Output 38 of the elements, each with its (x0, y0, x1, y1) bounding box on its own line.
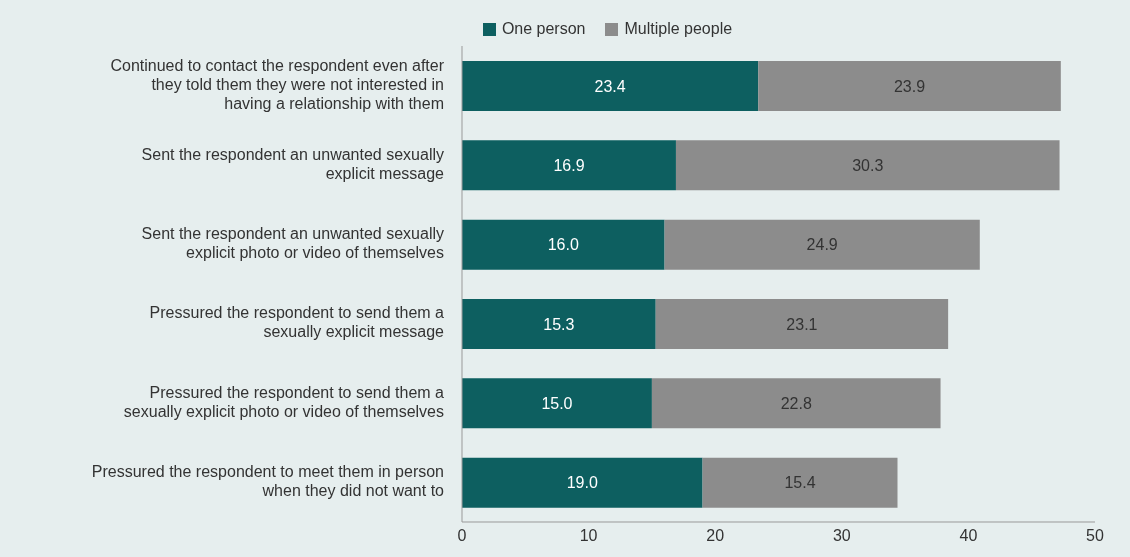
bar (462, 457, 703, 508)
x-tick-label: 30 (832, 527, 851, 545)
data-label: 30.3 (852, 157, 884, 175)
y-tick-label: Pressured the respondent to send them a sexually explicit photo or video of themselves (123, 383, 445, 420)
bar (664, 219, 980, 270)
data-label: 19.0 (566, 474, 598, 492)
y-tick-label: Sent the respondent an unwanted sexually explicit photo or video of themselves (141, 225, 444, 262)
bar (655, 299, 949, 349)
data-label: 15.4 (784, 474, 816, 492)
data-label: 22.8 (780, 395, 812, 413)
bar (675, 140, 1060, 191)
bar (462, 140, 676, 191)
y-tick-label: Sent the respondent an unwanted sexually explicit message (141, 145, 445, 182)
data-label: 23.9 (893, 77, 926, 95)
y-tick-label: Pressured the respondent to send them a sexually explicit message (149, 304, 445, 341)
data-label: 15.3 (543, 315, 575, 333)
y-tick-label: Continued to contact the respondent even after they told them they were not interested in having a relationship with them (110, 56, 445, 112)
bar (651, 378, 941, 429)
bar (462, 299, 656, 349)
data-label: 16.9 (553, 157, 585, 175)
x-tick-label: 10 (579, 527, 598, 545)
data-label: 23.4 (594, 77, 626, 95)
x-tick-label: 20 (706, 527, 725, 545)
data-label: 24.9 (806, 236, 838, 254)
legend-label: One person (500, 20, 586, 38)
x-tick-label: 50 (1086, 527, 1104, 545)
x-tick-label: 40 (959, 527, 978, 545)
bar (758, 61, 1061, 111)
bar (462, 61, 759, 111)
bar (702, 457, 898, 508)
bar (462, 378, 652, 429)
data-label: 15.0 (541, 395, 573, 413)
legend-label: Multiple people (623, 20, 733, 38)
data-label: 23.1 (786, 315, 818, 333)
y-tick-label: Pressured the respondent to meet them in person when they did not want to (91, 463, 445, 500)
x-tick-label: 0 (457, 527, 467, 545)
data-label: 16.0 (547, 236, 579, 254)
bar (462, 219, 665, 270)
